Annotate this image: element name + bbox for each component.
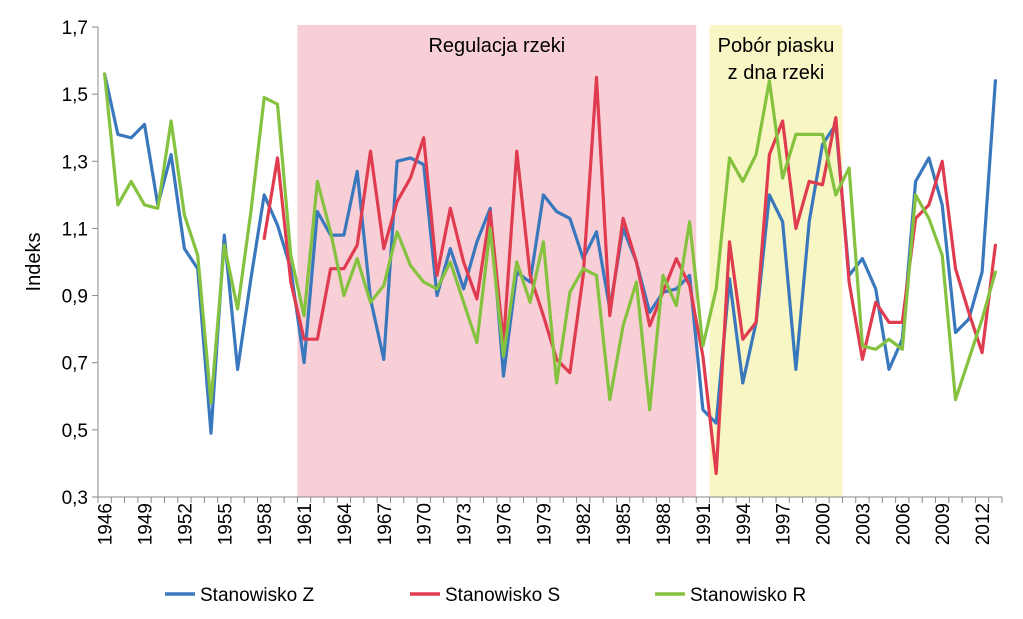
- y-tick-label: 1,1: [62, 219, 88, 240]
- x-tick-label: 1967: [375, 503, 396, 545]
- x-tick-label: 1946: [96, 503, 117, 545]
- x-tick-label: 1991: [694, 503, 715, 545]
- x-tick-label: 2000: [814, 503, 835, 545]
- legend-label-3: Stanowisko R: [690, 585, 806, 606]
- y-tick-labels: 0,3 0,5 0,7 0,9 1,1 1,3 1,5 1,7: [62, 18, 98, 509]
- x-tick-label: 1955: [215, 503, 236, 545]
- x-tick-label: 2003: [853, 503, 874, 545]
- legend: Stanowisko Z Stanowisko S Stanowisko R: [165, 585, 806, 606]
- series-lines: [102, 72, 998, 476]
- x-tick-label: 1958: [255, 503, 276, 545]
- x-tick-label: 1985: [614, 503, 635, 545]
- x-tick-label: 1979: [534, 503, 555, 545]
- series-line-2: [262, 75, 998, 476]
- x-tick-label: 2009: [933, 503, 954, 545]
- x-tick-label: 2006: [893, 503, 914, 545]
- y-tick-label: 1,7: [62, 18, 88, 39]
- x-tick-label: 1961: [295, 503, 316, 545]
- legend-label-2: Stanowisko S: [445, 585, 560, 606]
- y-tick-label: 0,9: [62, 287, 88, 308]
- period-label-1-1: z dna rzeki: [728, 62, 825, 84]
- x-tick-label: 1952: [175, 503, 196, 545]
- x-tick-label: 1988: [654, 503, 675, 545]
- x-tick-label: 1976: [494, 503, 515, 545]
- x-tick-labels: 1946 1949 1952 1955 1958 1961 1964 1967 1970 1973…: [96, 497, 1003, 546]
- y-tick-label: 0,7: [62, 354, 88, 375]
- x-tick-label: 1994: [734, 503, 755, 546]
- x-tick-label: 1970: [415, 503, 436, 545]
- series-line-3: [102, 72, 998, 412]
- period-label-1-0: Pobór piasku: [718, 35, 835, 57]
- legend-label-1: Stanowisko Z: [200, 585, 314, 606]
- x-tick-label: 1982: [574, 503, 595, 545]
- y-tick-label: 1,5: [62, 85, 88, 106]
- x-tick-label: 1997: [774, 503, 795, 545]
- y-tick-label: 0,5: [62, 421, 88, 442]
- y-tick-label: 1,3: [62, 152, 88, 173]
- x-tick-label: 2012: [973, 503, 994, 545]
- y-axis-title: Indeks: [23, 233, 45, 292]
- x-tick-label: 1973: [455, 503, 476, 545]
- y-tick-label: 0,3: [62, 488, 88, 509]
- x-tick-label: 1964: [335, 503, 356, 546]
- x-tick-label: 1949: [136, 503, 157, 545]
- period-label-0-0: Regulacja rzeki: [428, 35, 565, 57]
